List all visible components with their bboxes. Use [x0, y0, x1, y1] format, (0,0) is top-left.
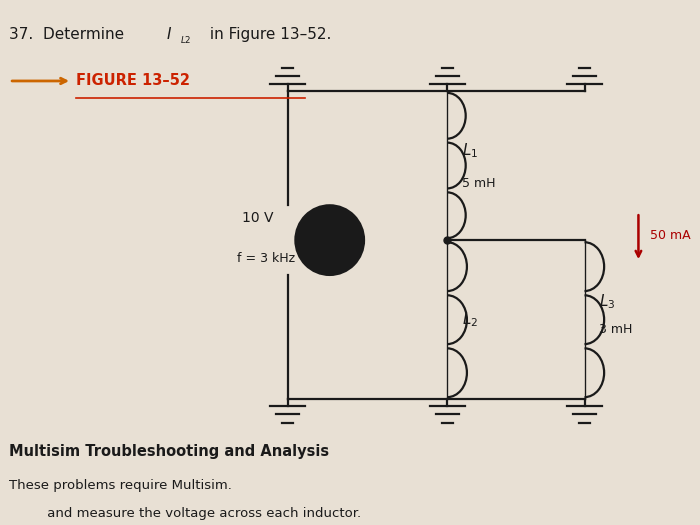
Text: 3 mH: 3 mH	[599, 323, 633, 336]
Text: f = 3 kHz: f = 3 kHz	[237, 251, 295, 265]
Text: $L_1$: $L_1$	[462, 141, 478, 160]
Text: $L_3$: $L_3$	[599, 292, 615, 311]
Text: These problems require Multisim.: These problems require Multisim.	[9, 479, 232, 492]
Circle shape	[295, 205, 364, 275]
Text: 5 mH: 5 mH	[462, 177, 496, 190]
Text: $_{L2}$: $_{L2}$	[180, 33, 191, 46]
Text: $L_2$: $L_2$	[462, 310, 478, 329]
Text: 37.  Determine: 37. Determine	[9, 27, 130, 41]
Text: 10 V: 10 V	[241, 211, 273, 225]
Text: $I$: $I$	[166, 26, 172, 42]
Text: in Figure 13–52.: in Figure 13–52.	[205, 27, 332, 41]
Text: and measure the voltage across each inductor.: and measure the voltage across each indu…	[9, 507, 361, 520]
Text: 50 mA: 50 mA	[650, 229, 691, 242]
Text: FIGURE 13–52: FIGURE 13–52	[76, 74, 190, 89]
Text: Multisim Troubleshooting and Analysis: Multisim Troubleshooting and Analysis	[9, 445, 330, 459]
